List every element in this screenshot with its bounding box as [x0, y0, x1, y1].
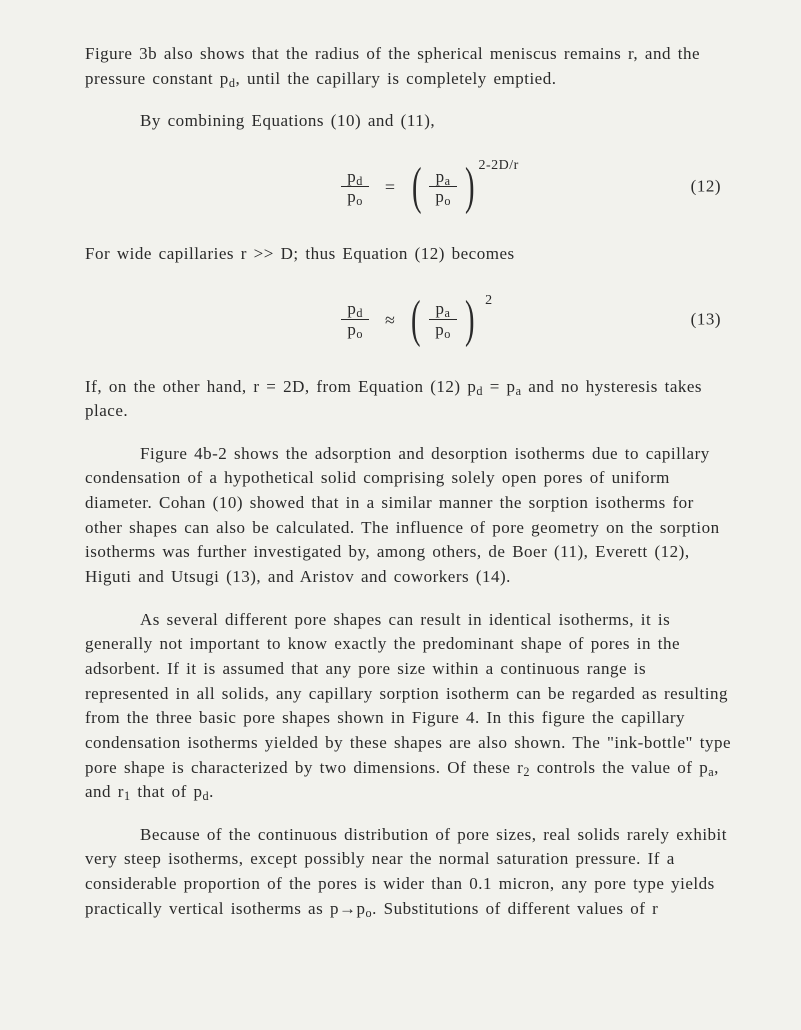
sym: p: [347, 167, 356, 186]
left-paren: (: [412, 166, 422, 208]
denominator: po: [341, 186, 369, 207]
paragraph-7: Because of the continuous distribution o…: [85, 823, 731, 922]
exponent: 2: [485, 291, 493, 311]
right-paren: ): [465, 299, 475, 341]
denominator: po: [429, 186, 457, 207]
para-text: .: [209, 782, 214, 801]
subscript: o: [444, 327, 451, 341]
denominator: po: [341, 319, 369, 340]
para-text: that of p: [131, 782, 203, 801]
right-paren: ): [465, 166, 475, 208]
paren-group: ( pa po ) 2: [407, 299, 478, 341]
left-paren: (: [411, 299, 421, 341]
paragraph-6: As several different pore shapes can res…: [85, 608, 731, 805]
equation-core: pd po = ( pa po ) 2-2D/r: [337, 166, 479, 208]
sym: p: [347, 320, 356, 339]
para-text: Figure 4b-2 shows the adsorption and des…: [85, 444, 720, 586]
subscript: o: [444, 194, 451, 208]
exponent: 2-2D/r: [478, 156, 518, 176]
sym: p: [436, 299, 445, 318]
fraction-rhs: pa po: [429, 167, 457, 208]
paragraph-3: For wide capillaries r >> D; thus Equati…: [85, 242, 731, 267]
subscript: 1: [124, 789, 131, 803]
para-text: = p: [483, 377, 516, 396]
fraction-lhs: pd po: [341, 167, 369, 208]
denominator: po: [429, 319, 457, 340]
sym: p: [435, 320, 444, 339]
para-text: , until the capillary is completely empt…: [235, 69, 556, 88]
para-text: For wide capillaries r >> D; thus Equati…: [85, 244, 515, 263]
equation-number: (13): [691, 307, 721, 332]
numerator: pa: [430, 299, 457, 319]
paragraph-2: By combining Equations (10) and (11),: [85, 109, 731, 134]
fraction-rhs: pa po: [429, 299, 457, 340]
equation-core: pd po ≈ ( pa po ) 2: [337, 299, 478, 341]
sym: p: [347, 299, 356, 318]
subscript: d: [476, 384, 483, 398]
fraction-lhs: pd po: [341, 299, 369, 340]
paragraph-1: Figure 3b also shows that the radius of …: [85, 42, 731, 91]
para-text: As several different pore shapes can res…: [85, 610, 731, 777]
equals-op: =: [383, 174, 398, 200]
paragraph-4: If, on the other hand, r = 2D, from Equa…: [85, 375, 731, 424]
sym: p: [436, 167, 445, 186]
approx-op: ≈: [383, 307, 397, 333]
equation-number: (12): [691, 175, 721, 200]
numerator: pa: [430, 167, 457, 187]
numerator: pd: [341, 167, 369, 187]
sym: p: [435, 187, 444, 206]
numerator: pd: [341, 299, 369, 319]
equation-12: pd po = ( pa po ) 2-2D/r (12): [85, 152, 731, 222]
equation-13: pd po ≈ ( pa po ) 2 (13): [85, 285, 731, 355]
subscript: o: [356, 194, 363, 208]
paren-group: ( pa po ) 2-2D/r: [408, 166, 479, 208]
paragraph-5: Figure 4b-2 shows the adsorption and des…: [85, 442, 731, 590]
sym: p: [347, 187, 356, 206]
para-text: If, on the other hand, r = 2D, from Equa…: [85, 377, 476, 396]
subscript: o: [356, 327, 363, 341]
para-text: By combining Equations (10) and (11),: [140, 111, 435, 130]
para-text: controls the value of p: [530, 758, 708, 777]
document-page: Figure 3b also shows that the radius of …: [0, 0, 801, 1030]
para-text: . Substitutions of different values of r: [372, 899, 658, 918]
subscript: 2: [523, 765, 530, 779]
